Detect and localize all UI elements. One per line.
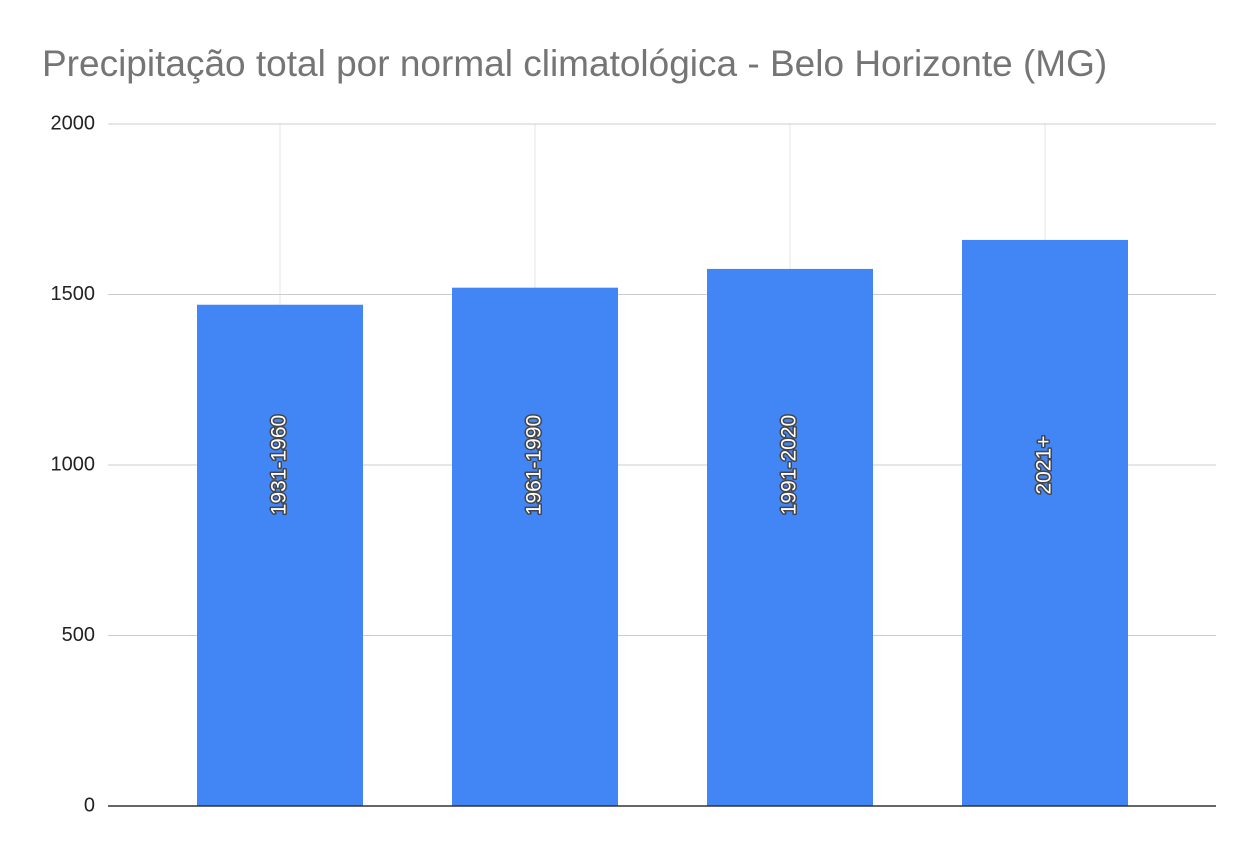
x-tick-label: 1931-1960 [268, 415, 291, 515]
chart-title: Precipitação total por normal climatológ… [42, 43, 1107, 84]
y-tick-label: 500 [62, 624, 95, 646]
x-tick-label: 1991-2020 [778, 415, 801, 515]
bar [707, 268, 873, 806]
y-tick-label: 1500 [51, 283, 96, 305]
x-tick-label: 1961-1990 [523, 415, 546, 515]
x-tick-label: 2021+ [1033, 436, 1056, 495]
bar [197, 304, 363, 806]
y-tick-label: 0 [84, 794, 95, 816]
bar [452, 287, 618, 806]
y-tick-label: 1000 [51, 453, 96, 475]
y-tick-label: 2000 [51, 112, 96, 134]
bar [962, 239, 1128, 806]
